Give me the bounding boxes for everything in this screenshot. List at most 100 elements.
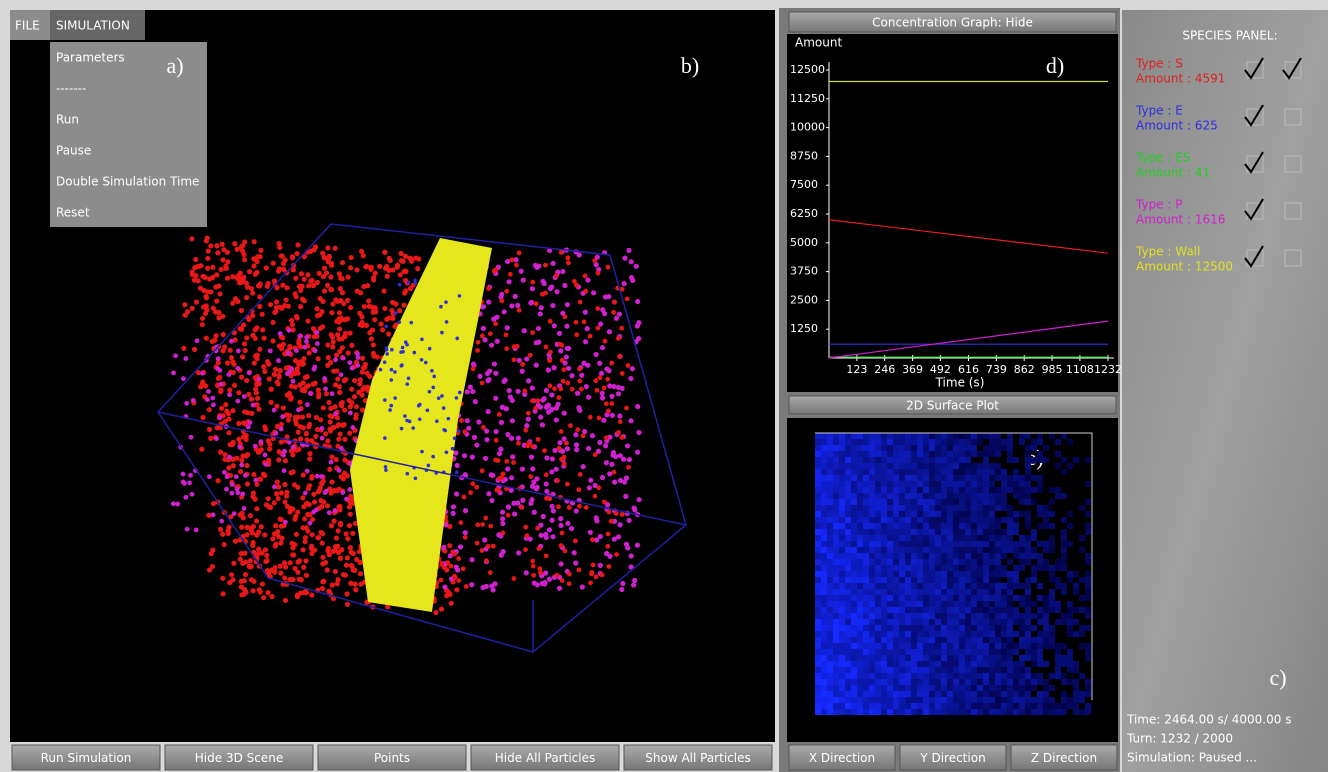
button[interactable] bbox=[317, 744, 467, 771]
heat-cell bbox=[959, 589, 965, 595]
button-label[interactable]: Show All Particles bbox=[645, 751, 750, 765]
heat-cell bbox=[977, 529, 983, 535]
particle bbox=[253, 551, 259, 558]
heat-cell bbox=[875, 607, 881, 613]
particle bbox=[488, 472, 494, 478]
dropdown-item[interactable]: Double Simulation Time bbox=[56, 175, 199, 189]
heat-cell bbox=[959, 541, 965, 547]
heat-cell bbox=[917, 619, 923, 625]
menu-item[interactable]: SIMULATION bbox=[56, 19, 130, 33]
checkbox[interactable] bbox=[1246, 155, 1264, 173]
heat-cell bbox=[1019, 439, 1025, 445]
heat-cell bbox=[905, 577, 911, 583]
button[interactable] bbox=[164, 744, 314, 771]
heat-cell bbox=[1037, 619, 1043, 625]
heat-cell bbox=[1007, 457, 1013, 463]
dropdown-item[interactable]: Run bbox=[56, 113, 79, 127]
dropdown-item[interactable]: ------- bbox=[56, 82, 86, 96]
heat-cell bbox=[911, 619, 917, 625]
button-label[interactable]: Z Direction bbox=[1031, 751, 1097, 765]
particle bbox=[221, 469, 227, 475]
button[interactable] bbox=[11, 744, 161, 771]
particle bbox=[226, 465, 232, 471]
heat-cell bbox=[905, 637, 911, 643]
menu-item[interactable]: FILE bbox=[15, 19, 40, 33]
button[interactable] bbox=[470, 744, 620, 771]
checkbox[interactable] bbox=[1246, 202, 1264, 220]
particle bbox=[400, 363, 404, 367]
checkbox[interactable] bbox=[1246, 61, 1264, 79]
particle bbox=[264, 568, 271, 574]
heat-cell bbox=[845, 667, 851, 673]
button-label[interactable]: Hide 3D Scene bbox=[195, 751, 283, 765]
button[interactable] bbox=[788, 11, 1117, 33]
heat-cell bbox=[1061, 691, 1067, 697]
particle bbox=[282, 458, 289, 464]
dropdown-item[interactable]: Parameters bbox=[56, 51, 125, 65]
particle bbox=[625, 363, 631, 368]
particle bbox=[520, 497, 526, 503]
heat-cell bbox=[911, 547, 917, 553]
checkbox[interactable] bbox=[1284, 249, 1302, 267]
heat-cell bbox=[863, 493, 869, 499]
checkbox[interactable] bbox=[1284, 155, 1302, 173]
heat-cell bbox=[1001, 619, 1007, 625]
checkbox[interactable] bbox=[1246, 249, 1264, 267]
particle bbox=[229, 490, 235, 496]
particle bbox=[337, 389, 343, 396]
heat-cell bbox=[833, 565, 839, 571]
heat-cell bbox=[971, 493, 977, 499]
checkbox[interactable] bbox=[1284, 108, 1302, 126]
dropdown-item[interactable]: Pause bbox=[56, 144, 91, 158]
particle bbox=[454, 587, 460, 593]
button[interactable] bbox=[623, 744, 773, 771]
checkbox[interactable] bbox=[1246, 108, 1264, 126]
button-label[interactable]: X Direction bbox=[809, 751, 875, 765]
particle bbox=[205, 248, 211, 254]
checkbox[interactable] bbox=[1284, 202, 1302, 220]
heat-cell bbox=[953, 517, 959, 523]
button[interactable] bbox=[788, 395, 1117, 415]
button-label[interactable]: Hide All Particles bbox=[495, 751, 595, 765]
heat-cell bbox=[1031, 613, 1037, 619]
particle bbox=[332, 404, 338, 410]
heat-cell bbox=[1019, 625, 1025, 631]
particle bbox=[224, 474, 230, 480]
dropdown-item[interactable]: Reset bbox=[56, 206, 90, 220]
particle bbox=[550, 302, 556, 309]
particle bbox=[329, 425, 336, 431]
heat-cell bbox=[869, 463, 875, 469]
particle bbox=[597, 439, 603, 446]
heat-cell bbox=[839, 553, 845, 559]
button-label[interactable]: 2D Surface Plot bbox=[906, 399, 999, 413]
particle bbox=[359, 369, 365, 375]
heat-cell bbox=[935, 637, 941, 643]
heat-cell bbox=[857, 481, 863, 487]
particle bbox=[328, 490, 334, 496]
particle bbox=[286, 439, 292, 445]
button[interactable] bbox=[899, 744, 1007, 771]
heat-cell bbox=[911, 601, 917, 607]
heat-cell bbox=[1079, 547, 1085, 553]
particle bbox=[386, 255, 392, 261]
heat-cell bbox=[827, 703, 833, 709]
particle bbox=[242, 347, 248, 354]
heat-cell bbox=[845, 457, 851, 463]
button-label[interactable]: Y Direction bbox=[919, 751, 985, 765]
button[interactable] bbox=[1010, 744, 1118, 771]
checkbox[interactable] bbox=[1284, 61, 1302, 79]
heat-cell bbox=[1025, 643, 1031, 649]
particle bbox=[210, 500, 217, 507]
button-label[interactable]: Points bbox=[374, 751, 410, 765]
heat-cell bbox=[911, 451, 917, 457]
status-line: Time: 2464.00 s/ 4000.00 s bbox=[1126, 713, 1291, 727]
heat-cell bbox=[1043, 685, 1049, 691]
heat-cell bbox=[1073, 589, 1079, 595]
button-label[interactable]: Concentration Graph: Hide bbox=[872, 16, 1033, 30]
button-label[interactable]: Run Simulation bbox=[41, 751, 132, 765]
heat-cell bbox=[989, 679, 995, 685]
heat-cell bbox=[935, 607, 941, 613]
button[interactable] bbox=[788, 744, 896, 771]
heat-cell bbox=[983, 583, 989, 589]
particle bbox=[354, 267, 360, 273]
